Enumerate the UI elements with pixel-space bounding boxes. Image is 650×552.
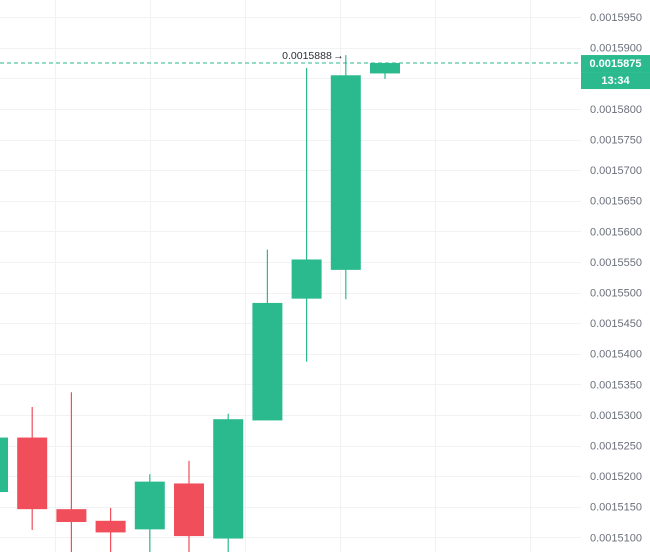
candle[interactable] xyxy=(134,474,165,552)
candle[interactable] xyxy=(291,67,322,362)
candle[interactable] xyxy=(370,63,400,79)
price-tick-label: 0.0015750 xyxy=(590,135,642,147)
candle[interactable] xyxy=(0,437,8,493)
price-tick-label: 0.0015800 xyxy=(590,104,642,116)
price-tick-label: 0.0015100 xyxy=(590,532,642,544)
price-tick-label: 0.0015650 xyxy=(590,196,642,208)
price-tick-label: 0.0015900 xyxy=(590,43,642,55)
high-price-marker: 0.0015888 → xyxy=(282,50,344,62)
candle-body xyxy=(0,437,8,493)
candle[interactable] xyxy=(56,392,87,552)
last-price-value: 0.0015875 xyxy=(590,58,642,70)
candle-body xyxy=(95,520,126,533)
candles[interactable] xyxy=(0,55,400,552)
price-tick-label: 0.0015500 xyxy=(590,288,642,300)
price-tick-label: 0.0015550 xyxy=(590,257,642,269)
candle-body xyxy=(330,75,361,270)
candle-body xyxy=(17,437,48,510)
candle-body xyxy=(134,481,165,530)
candle[interactable] xyxy=(17,406,48,530)
candle-body xyxy=(213,419,244,539)
candle-body xyxy=(370,63,400,74)
price-tick-label: 0.0015200 xyxy=(590,471,642,483)
price-tick-label: 0.0015700 xyxy=(590,165,642,177)
candle[interactable] xyxy=(252,249,283,421)
price-tick-label: 0.0015350 xyxy=(590,379,642,391)
candle-body xyxy=(174,483,204,537)
candle[interactable] xyxy=(95,507,126,552)
candle[interactable] xyxy=(330,55,361,300)
high-price-label: 0.0015888 xyxy=(282,50,332,62)
candle[interactable] xyxy=(213,413,244,552)
candle-countdown: 13:34 xyxy=(601,75,630,87)
candle-body xyxy=(56,509,87,523)
price-tick-label: 0.0015600 xyxy=(590,226,642,238)
price-tick-label: 0.0015450 xyxy=(590,318,642,330)
candle[interactable] xyxy=(174,460,204,552)
candle-body xyxy=(291,259,322,299)
price-axis[interactable]: 0.00159500.00159000.00158500.00158000.00… xyxy=(590,12,642,552)
price-tick-label: 0.0015950 xyxy=(590,12,642,24)
candle-body xyxy=(252,302,283,421)
countdown-badge xyxy=(581,72,650,90)
price-tick-label: 0.0015400 xyxy=(590,349,642,361)
price-tick-label: 0.0015250 xyxy=(590,441,642,453)
last-price-tag: 0.0015875 13:34 xyxy=(581,55,650,90)
grid xyxy=(0,0,581,552)
last-price-badge xyxy=(581,55,650,73)
arrow-right-icon: → xyxy=(333,50,344,62)
price-tick-label: 0.0015300 xyxy=(590,410,642,422)
price-tick-label: 0.0015150 xyxy=(590,502,642,514)
